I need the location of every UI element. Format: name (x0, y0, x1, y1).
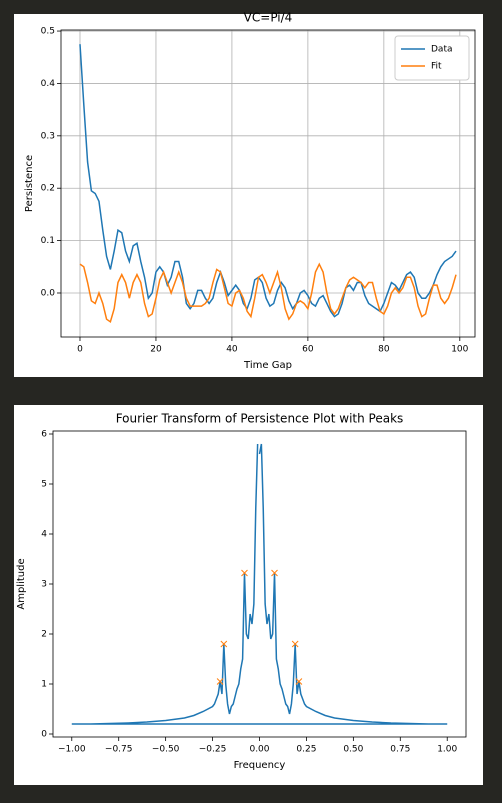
panel (14, 405, 483, 785)
x-tick-label: −0.75 (105, 745, 133, 755)
y-tick-label: 2 (41, 630, 47, 640)
legend-label: Data (431, 45, 453, 55)
x-tick-label: 0 (77, 345, 83, 355)
y-tick-label: 1 (41, 680, 47, 690)
x-tick-label: 100 (451, 345, 468, 355)
x-tick-label: −0.50 (152, 745, 180, 755)
y-tick-label: 3 (41, 580, 47, 590)
x-tick-label: 0.50 (343, 745, 363, 755)
series-line (79, 262, 457, 324)
y-tick-label: 0 (41, 730, 47, 740)
chart-title: VC=Pi/4 (244, 11, 293, 25)
peak-marker (271, 569, 278, 577)
x-tick-label: 60 (302, 345, 314, 355)
x-tick-label: −1.00 (58, 745, 86, 755)
y-tick-label: 0.2 (41, 184, 55, 194)
y-tick-label: 0.3 (41, 131, 55, 141)
x-axis-label: Frequency (234, 760, 286, 771)
peak-marker (291, 640, 299, 648)
axes-frame (52, 430, 467, 738)
x-axis-label: Time Gap (243, 360, 292, 371)
x-tick-label: 0.25 (296, 745, 316, 755)
peak-marker (220, 640, 228, 648)
series-line (79, 44, 457, 318)
series-line (71, 443, 448, 725)
y-axis-label: Persistence (24, 155, 35, 212)
legend-label: Fit (431, 62, 442, 72)
y-axis-label: Amplitude (16, 558, 27, 609)
y-tick-label: 4 (41, 530, 47, 540)
axes-frame (60, 29, 476, 338)
legend-box (394, 35, 470, 81)
peak-marker (241, 569, 248, 577)
y-tick-label: 0.1 (41, 236, 55, 246)
y-tick-label: 0.0 (41, 288, 56, 298)
x-tick-label: 20 (150, 345, 162, 355)
x-tick-label: 1.00 (437, 745, 457, 755)
x-tick-label: 80 (378, 345, 390, 355)
peak-marker (295, 678, 303, 685)
x-tick-label: 40 (226, 345, 238, 355)
chart-title: Fourier Transform of Persistence Plot wi… (116, 412, 404, 426)
x-tick-label: 0.00 (249, 745, 269, 755)
y-tick-label: 5 (41, 480, 47, 490)
y-tick-label: 6 (41, 430, 47, 440)
x-tick-label: −0.25 (199, 745, 227, 755)
peak-marker (216, 678, 224, 685)
y-tick-label: 0.4 (41, 79, 56, 89)
y-tick-label: 0.5 (41, 27, 55, 37)
x-tick-label: 0.75 (390, 745, 410, 755)
